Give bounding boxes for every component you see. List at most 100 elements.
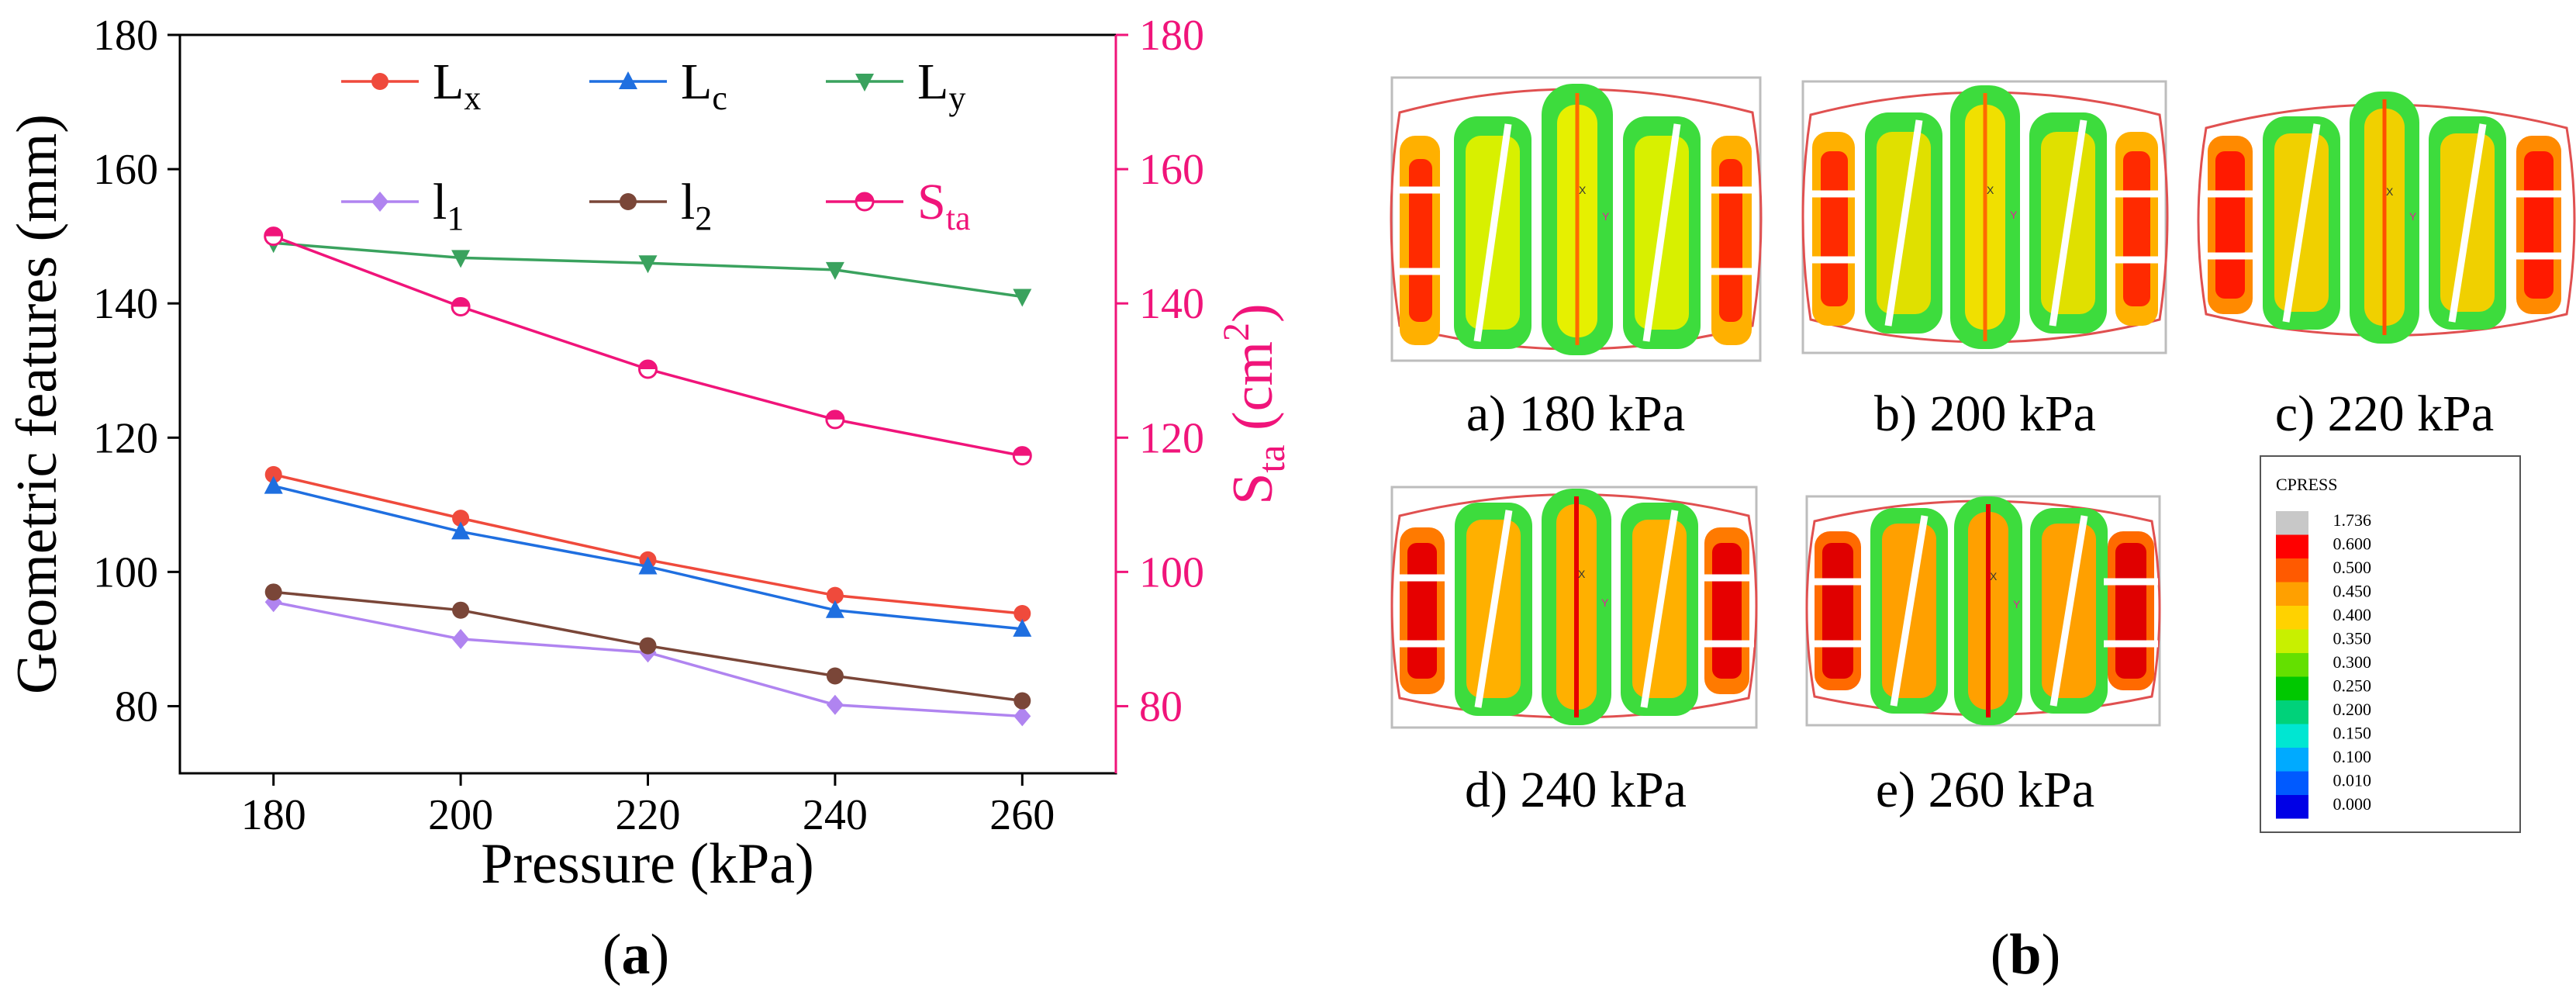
legend-entry-Lx: Lx: [341, 54, 481, 117]
data-point-Lc: [825, 600, 844, 618]
cpress-swatch: [2276, 676, 2308, 700]
cpress-level-label: 0.500: [2333, 558, 2372, 577]
y-tick-label: 160: [93, 146, 158, 194]
y2-label-sub: ta: [1249, 444, 1293, 472]
series-layer: [264, 226, 1032, 727]
cpress-level-label: 0.600: [2333, 534, 2372, 554]
cpress-swatch: [2276, 582, 2308, 606]
rib-shoulder-right-core: [1712, 543, 1742, 679]
panel-b-open: (: [1991, 923, 2010, 987]
rib-shoulder-left-core: [1407, 543, 1437, 679]
data-point-Lc: [638, 556, 658, 575]
footprint-220: X Y c) 220 kPa: [2197, 92, 2576, 442]
legend-label: l1: [433, 174, 464, 237]
groove: [1884, 119, 1923, 327]
axis-y-label: Y: [2013, 598, 2021, 610]
cpress-title: CPRESS: [2276, 475, 2338, 494]
data-point-Ly: [451, 250, 471, 268]
x-tick-label: 200: [428, 791, 493, 839]
cpress-swatch: [2276, 724, 2308, 748]
legend-entry-Sta: Sta: [826, 174, 970, 237]
cpress-level-label: 0.300: [2333, 652, 2372, 672]
legend-marker: [855, 74, 874, 92]
cpress-level-label: 0.100: [2333, 747, 2372, 766]
data-point-l1: [826, 694, 844, 715]
axis-x-label: X: [1987, 184, 1994, 196]
y2-ticks: 80 100 120 140 160 180: [1116, 12, 1204, 731]
footprint-200: X Y b) 200 kPa: [1801, 80, 2169, 442]
cpress-swatch: [2276, 700, 2308, 724]
axis-x-label: X: [1579, 184, 1587, 196]
groove: [2049, 515, 2088, 707]
cpress-level-label: 0.150: [2333, 724, 2372, 743]
y2-tick-label: 160: [1139, 146, 1204, 194]
y-axis-label: Geometric features (mm): [5, 114, 69, 694]
groove: [2049, 119, 2087, 327]
data-point-l2: [826, 667, 844, 685]
data-point-Lx: [264, 465, 282, 483]
rib-shoulder-left-core: [1822, 543, 1853, 679]
footprint-caption: d) 240 kPa: [1465, 762, 1687, 818]
cpress-level-label: 0.000: [2333, 794, 2372, 814]
legend-entry-Lc: Lc: [589, 54, 727, 117]
cpress-swatch: [2276, 653, 2308, 677]
chart-legend: Lx Lc Ly l1 l2 Sta: [341, 54, 970, 237]
panel-b-letter: b: [2009, 923, 2041, 987]
rib-shoulder-right-core: [2123, 151, 2150, 306]
groove: [2448, 123, 2487, 323]
data-point-Sta-fill: [826, 410, 844, 420]
cpress-level-label: 0.250: [2333, 676, 2372, 696]
data-point-Lc: [264, 475, 283, 494]
panel-b-close: ): [2042, 923, 2061, 987]
legend-entry-l2: l2: [589, 174, 712, 237]
legend-label-main: L: [917, 54, 948, 110]
data-point-Sta-fill: [1013, 447, 1031, 456]
cpress-swatch: [2276, 606, 2308, 630]
y-tick-label: 180: [93, 12, 158, 60]
footprint-caption: b) 200 kPa: [1874, 385, 2096, 442]
legend-entry-l1: l1: [341, 174, 464, 237]
tire-outline: [2197, 103, 2576, 337]
panel-a-label: (a): [603, 923, 669, 987]
y2-tick-label: 120: [1139, 414, 1204, 462]
panel-b-label: (b): [1991, 923, 2060, 987]
cpress-legend: CPRESS 1.736 0.600 0.500 0.450 0.400 0.350 0.3…: [2260, 455, 2521, 833]
rib-shoulder-right-core: [1719, 159, 1742, 322]
cpress-level-label: 0.200: [2333, 700, 2372, 719]
x-axis-label: Pressure (kPa): [481, 832, 814, 896]
legend-label: Ly: [917, 54, 965, 117]
cpress-swatch: [2276, 629, 2308, 653]
footprint-260: X Y e) 260 kPa: [1805, 495, 2161, 818]
cpress-level-label: 0.350: [2333, 629, 2372, 648]
legend-label-sub: c: [712, 79, 727, 117]
x-tick-label: 260: [989, 791, 1055, 839]
series-line-Lx: [273, 473, 1023, 615]
panel-a-open: (: [603, 923, 622, 987]
y2-label-unit-sup: 2: [1216, 323, 1257, 341]
rib-shoulder-left-core: [1821, 151, 1848, 306]
axis-y-label: Y: [1601, 596, 1609, 609]
legend-label: Lx: [433, 54, 481, 117]
tire-outline: [1390, 493, 1758, 719]
tire-outline: [1390, 88, 1763, 351]
series-l1: [264, 592, 1031, 727]
data-point-l2: [1013, 692, 1031, 710]
tire-outline: [1801, 91, 2169, 344]
data-point-Ly: [638, 255, 658, 274]
rib-shoulder-right-core: [2524, 151, 2554, 299]
data-point-l2: [639, 637, 657, 655]
axis-y-label: Y: [1602, 210, 1610, 223]
cpress-level-label: 0.450: [2333, 582, 2372, 601]
data-point-Lx: [826, 586, 844, 604]
legend-marker: [371, 73, 388, 90]
y2-tick-label: 80: [1139, 683, 1183, 731]
legend-label: l2: [681, 174, 712, 237]
legend-label-sub: y: [948, 79, 965, 117]
data-point-l2: [452, 601, 470, 619]
data-point-Lx: [452, 510, 470, 527]
y-tick-label: 80: [115, 683, 158, 731]
footprint-caption: e) 260 kPa: [1876, 762, 2094, 818]
y2-label-unit-open: (cm: [1221, 341, 1285, 445]
axis-x-label: X: [1578, 568, 1586, 580]
